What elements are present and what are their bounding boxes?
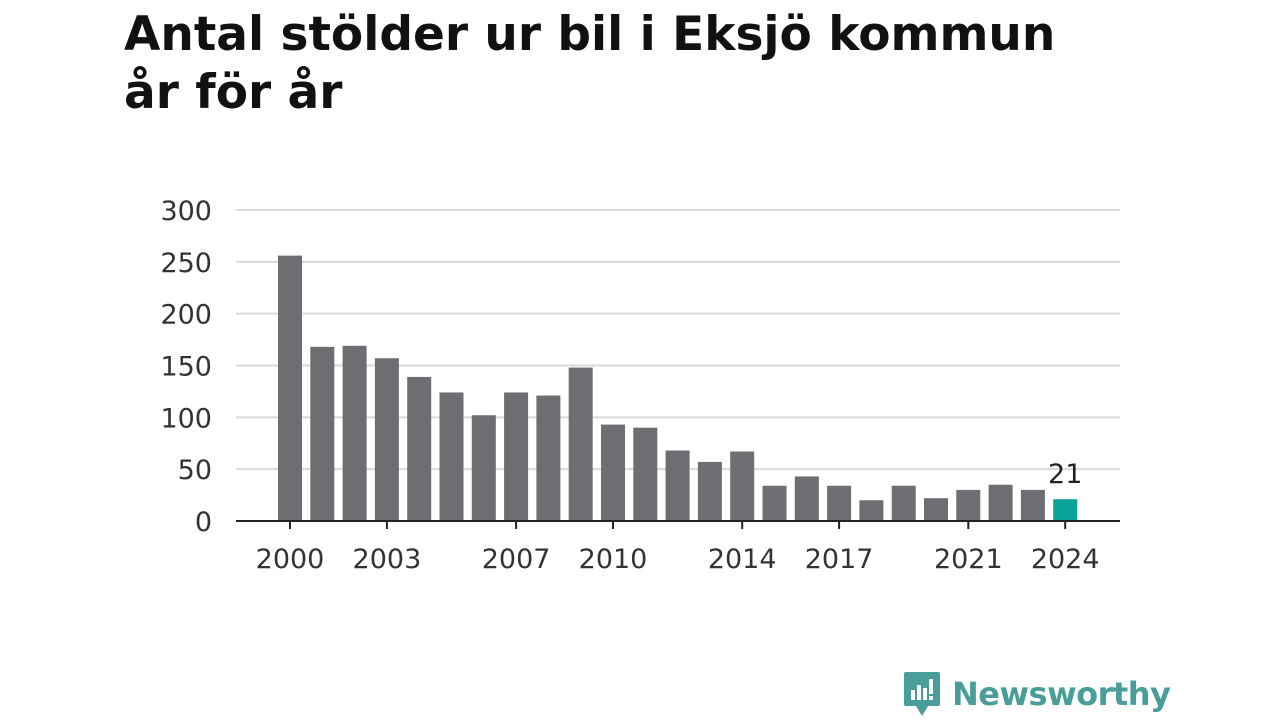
y-tick-label: 100 — [160, 403, 212, 434]
y-tick-label: 0 — [195, 507, 212, 538]
x-tick-label: 2003 — [353, 544, 422, 575]
x-axis-ticks: 2000 2003 2007 2010 2014 2017 2021 2024 — [256, 521, 1100, 575]
bar-2010 — [601, 424, 625, 521]
gridlines — [236, 209, 1120, 471]
x-tick-label: 2010 — [579, 544, 648, 575]
bars — [278, 255, 1078, 521]
x-tick-label: 2024 — [1031, 544, 1100, 575]
bar-2014 — [730, 451, 755, 521]
y-tick-label: 250 — [160, 248, 212, 279]
bar-2000 — [278, 255, 302, 521]
bar-2021 — [956, 489, 981, 521]
data-labels: 21 — [1048, 459, 1082, 490]
y-tick-label: 200 — [160, 300, 212, 331]
x-tick-label: 2017 — [805, 544, 874, 575]
y-tick-label: 50 — [178, 455, 212, 486]
y-axis-ticks: 0 50 100 150 200 250 300 — [160, 196, 212, 538]
bar-2020 — [924, 498, 948, 521]
bar-2013 — [697, 461, 722, 521]
bar-2011 — [633, 427, 658, 521]
bar-2006 — [471, 415, 496, 521]
data-label-2024: 21 — [1048, 459, 1082, 490]
bar-2024 — [1053, 499, 1078, 521]
bar-2003 — [374, 358, 399, 521]
y-tick-label: 300 — [160, 196, 212, 227]
bar-2005 — [439, 392, 464, 521]
bar-2001 — [310, 346, 335, 521]
bar-2022 — [988, 484, 1013, 521]
chart-title: Antal stölder ur bil i Eksjö kommun år f… — [124, 7, 1056, 120]
bar-2018 — [859, 500, 884, 521]
bar-2016 — [794, 476, 819, 521]
chart-speech-bubble-icon — [904, 672, 940, 716]
brand-name: Newsworthy — [952, 675, 1171, 713]
x-tick-label: 2007 — [482, 544, 551, 575]
x-tick-label: 2021 — [934, 544, 1003, 575]
bar-2015 — [762, 485, 787, 521]
bar-2002 — [342, 345, 367, 521]
x-tick-label: 2000 — [256, 544, 325, 575]
bar-2012 — [665, 450, 690, 521]
brand-logo: Newsworthy — [902, 670, 1171, 718]
x-tick-label: 2014 — [708, 544, 777, 575]
bar-2007 — [504, 392, 529, 521]
bar-2019 — [891, 485, 916, 521]
bar-2004 — [407, 376, 432, 521]
bar-2017 — [827, 485, 852, 521]
bar-2023 — [1020, 489, 1045, 521]
bar-2009 — [568, 367, 593, 521]
y-tick-label: 150 — [160, 352, 212, 383]
bar-2008 — [536, 395, 561, 521]
